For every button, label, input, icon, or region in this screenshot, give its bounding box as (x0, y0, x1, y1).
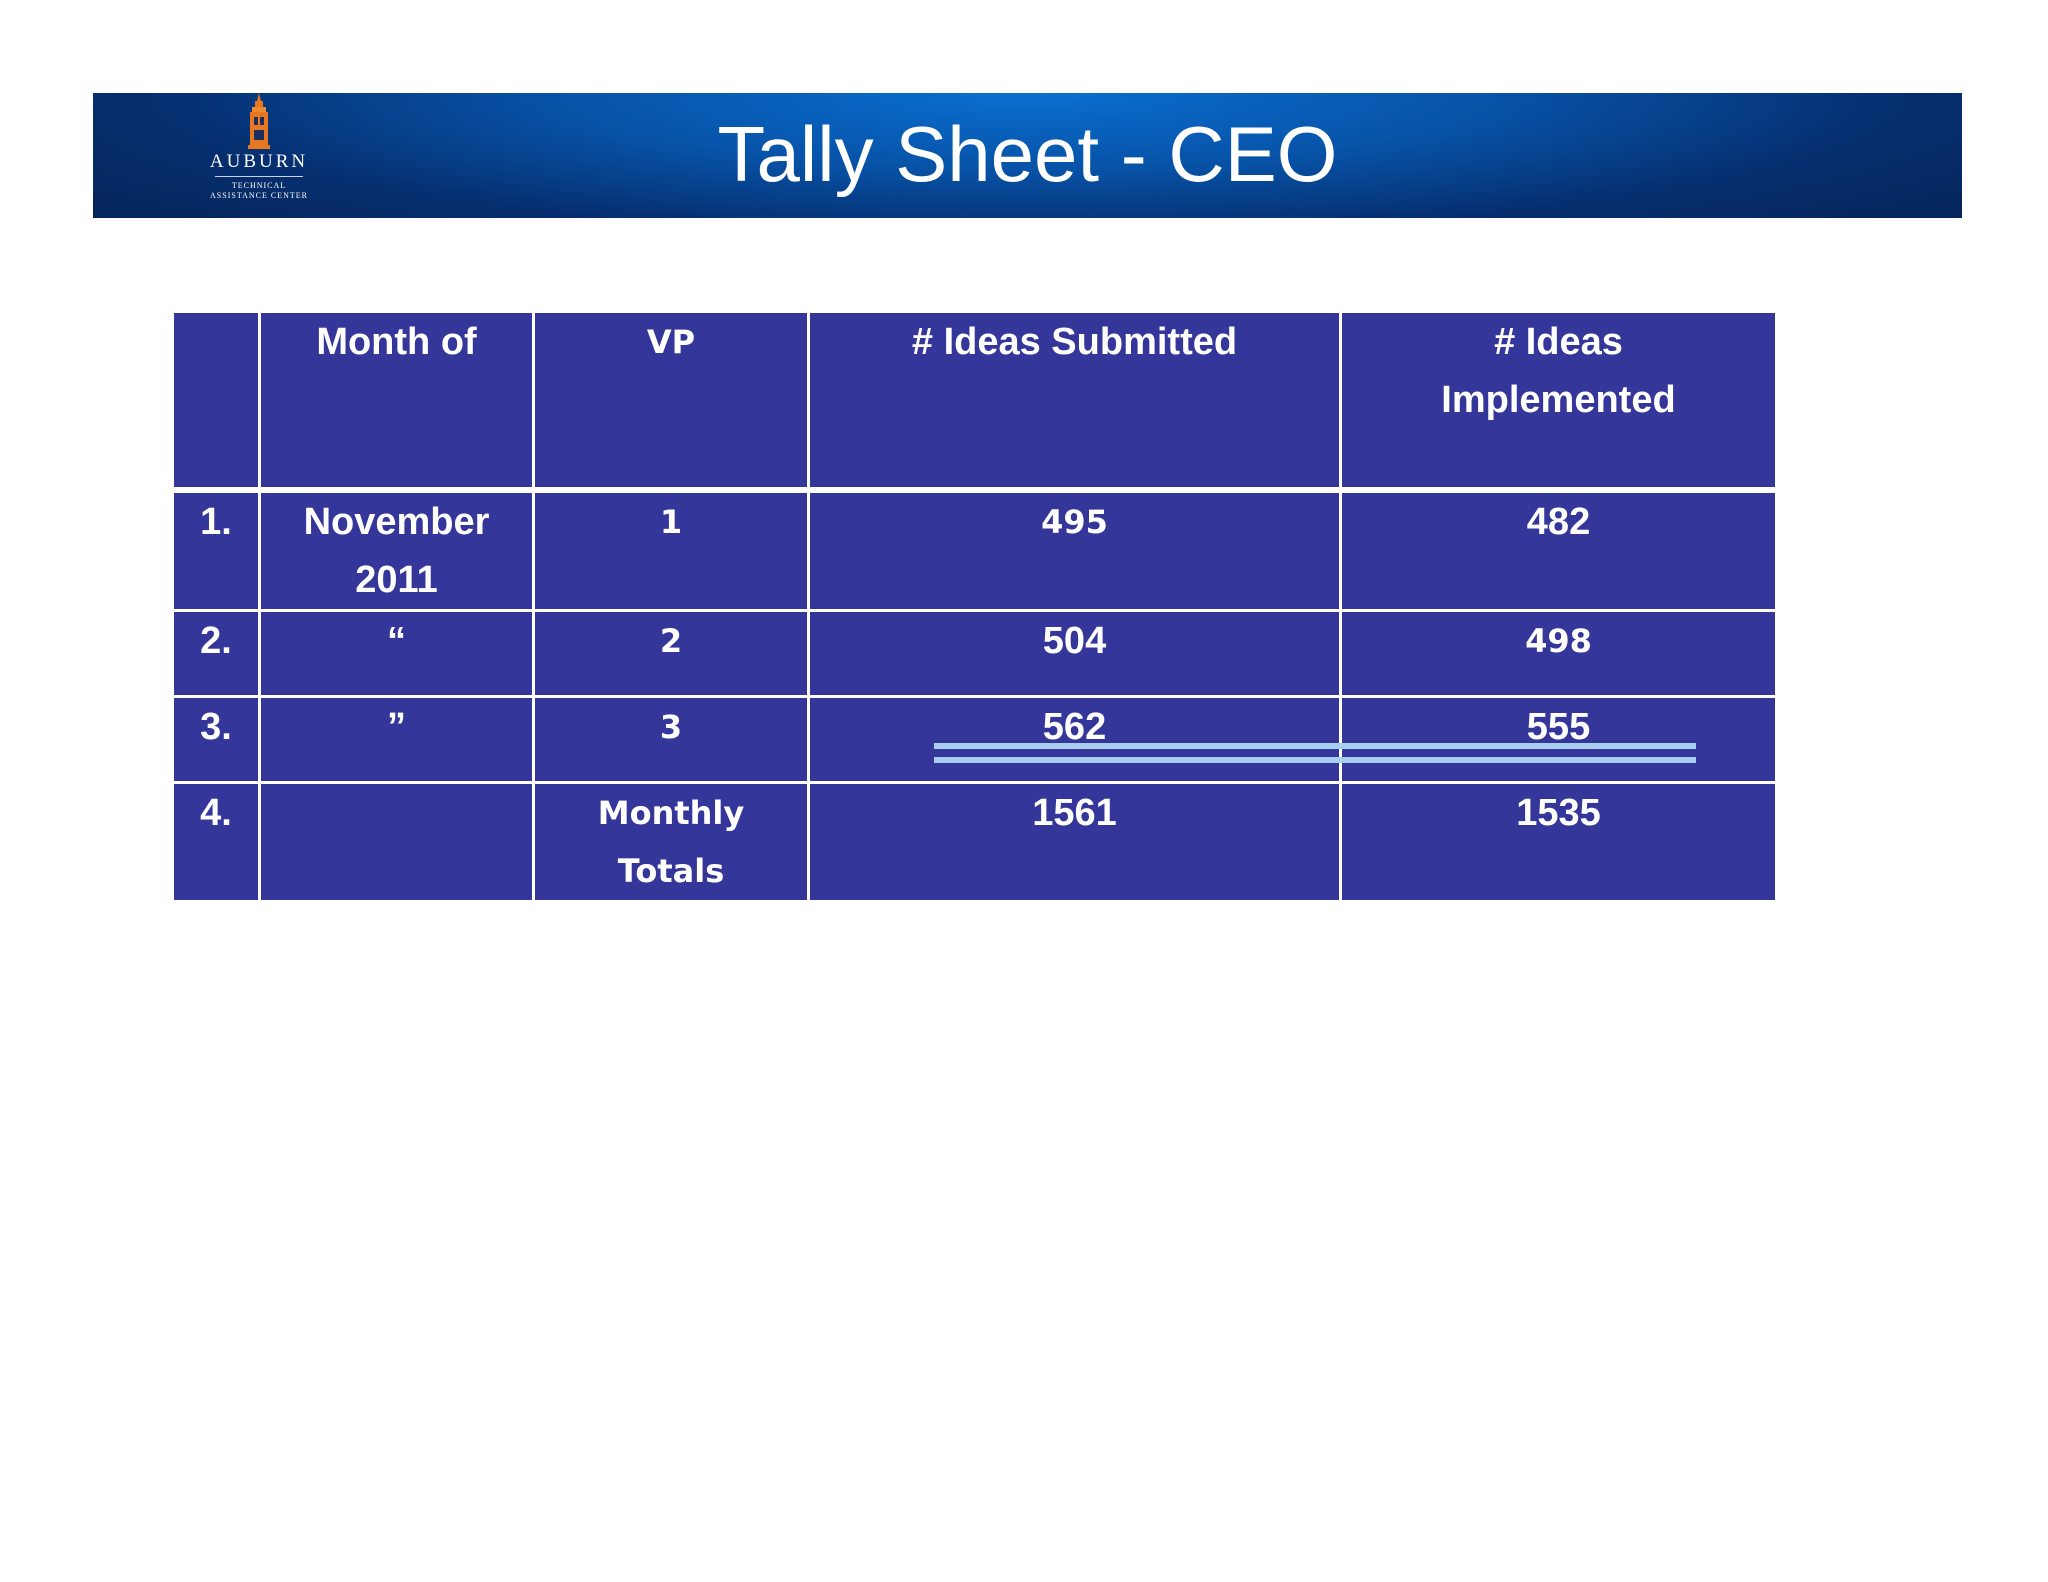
table-row: 2. “ 2 504 498 (171, 608, 1778, 698)
row-vp: 2 (532, 608, 810, 698)
row-submitted-total: 1561 (807, 780, 1342, 903)
row-number: 2. (171, 608, 261, 698)
row-vp: 1 (532, 488, 810, 612)
row-implemented: 498 (1339, 608, 1778, 698)
logo-wordmark: AUBURN (209, 151, 309, 172)
tally-table: Month of VP # Ideas Submitted # Ideas Im… (171, 310, 1778, 903)
row-implemented-total: 1535 (1339, 780, 1778, 903)
row-submitted: 495 (807, 488, 1342, 612)
row-vp-totals: Monthly Totals (532, 780, 810, 903)
logo-subtitle-1: TECHNICAL (231, 181, 287, 190)
row-implemented: 482 (1339, 488, 1778, 612)
row-vp: 3 (532, 694, 810, 784)
row-month (258, 780, 535, 903)
row-number: 1. (171, 488, 261, 612)
header-month: Month of (258, 310, 535, 493)
auburn-logo: AUBURN TECHNICAL ASSISTANCE CENTER (201, 93, 317, 218)
header-ideas-implemented: # Ideas Implemented (1339, 310, 1778, 493)
row-month: “ (258, 608, 535, 698)
row-number: 3. (171, 694, 261, 784)
header-number (171, 310, 261, 493)
row-month: November 2011 (258, 488, 535, 612)
title-banner: AUBURN TECHNICAL ASSISTANCE CENTER Tally… (93, 93, 1962, 218)
header-ideas-submitted: # Ideas Submitted (807, 310, 1342, 493)
row-month: ” (258, 694, 535, 784)
row-submitted: 562 (807, 694, 1342, 784)
table-row: 1. November 2011 1 495 482 (171, 488, 1778, 612)
tower-icon (248, 93, 270, 149)
logo-divider (215, 176, 303, 177)
table-row: 3. ” 3 562 555 (171, 694, 1778, 784)
table-header-row: Month of VP # Ideas Submitted # Ideas Im… (171, 310, 1778, 493)
row-implemented: 555 (1339, 694, 1778, 784)
total-underline-top (934, 743, 1696, 749)
total-underline-bottom (934, 757, 1696, 763)
table-row: 4. Monthly Totals 1561 1535 (171, 780, 1778, 903)
logo-subtitle-2: ASSISTANCE CENTER (210, 191, 308, 200)
row-number: 4. (171, 780, 261, 903)
header-vp: VP (532, 310, 810, 493)
row-submitted: 504 (807, 608, 1342, 698)
page-title: Tally Sheet - CEO (717, 110, 1338, 198)
